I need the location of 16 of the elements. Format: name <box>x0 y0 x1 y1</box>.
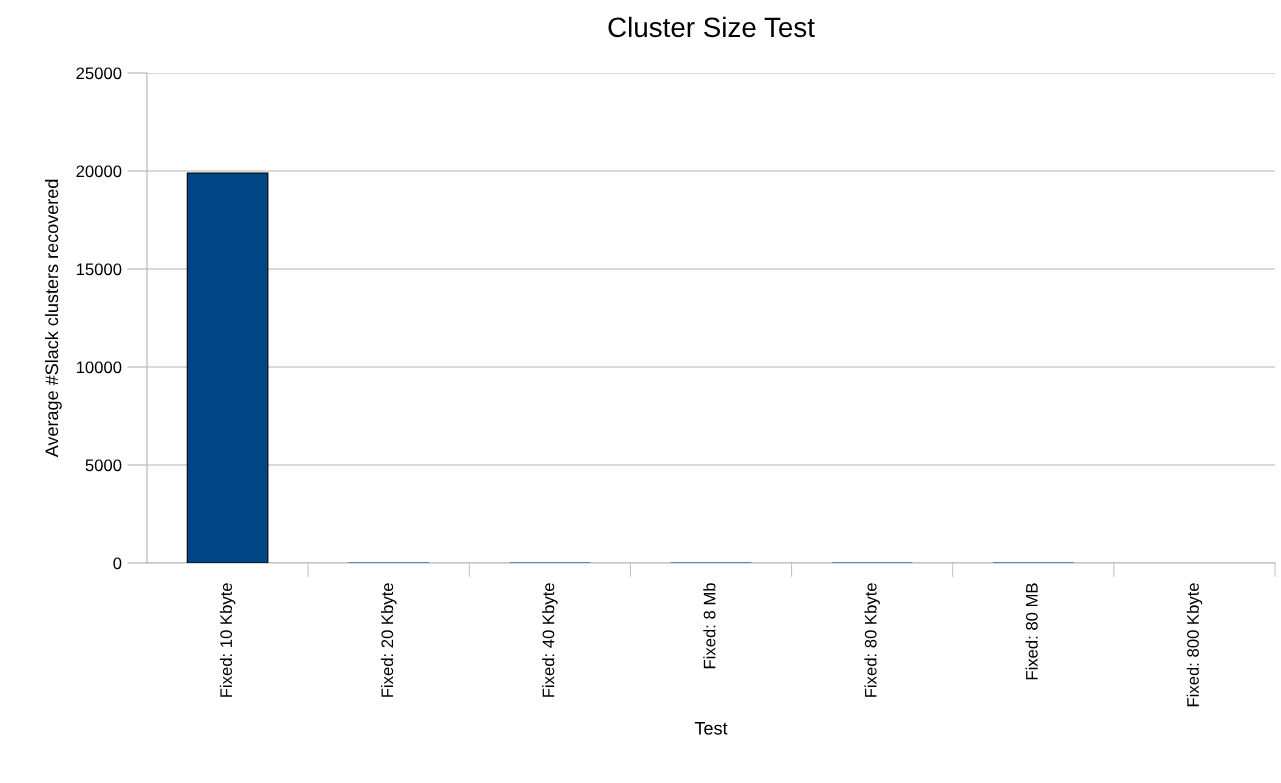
y-tick-label: 5000 <box>85 459 122 472</box>
x-axis-title: Test <box>694 722 728 735</box>
y-tick-label: 10000 <box>76 361 122 374</box>
y-tick-label: 20000 <box>76 165 122 178</box>
x-tick-label: Fixed: 80 MB <box>1025 583 1038 680</box>
x-tick-label: Fixed: 40 Kbyte <box>542 583 558 697</box>
y-axis-title: Average #Slack clusters recovered <box>44 179 62 458</box>
chart-title: Cluster Size Test <box>608 16 815 38</box>
y-tick-label: 25000 <box>76 67 122 80</box>
x-tick-label: Fixed: 10 Kbyte <box>219 583 236 697</box>
y-tick-label: 0 <box>113 557 122 570</box>
x-tick-label: Fixed: 20 Kbyte <box>380 583 397 697</box>
x-tick-label: Fixed: 800 Kbyte <box>1186 583 1203 707</box>
y-tick-label: 15000 <box>76 263 122 276</box>
x-tick-label: Fixed: 8 Mb <box>703 583 716 669</box>
x-tick-label: Fixed: 80 Kbyte <box>864 583 880 697</box>
